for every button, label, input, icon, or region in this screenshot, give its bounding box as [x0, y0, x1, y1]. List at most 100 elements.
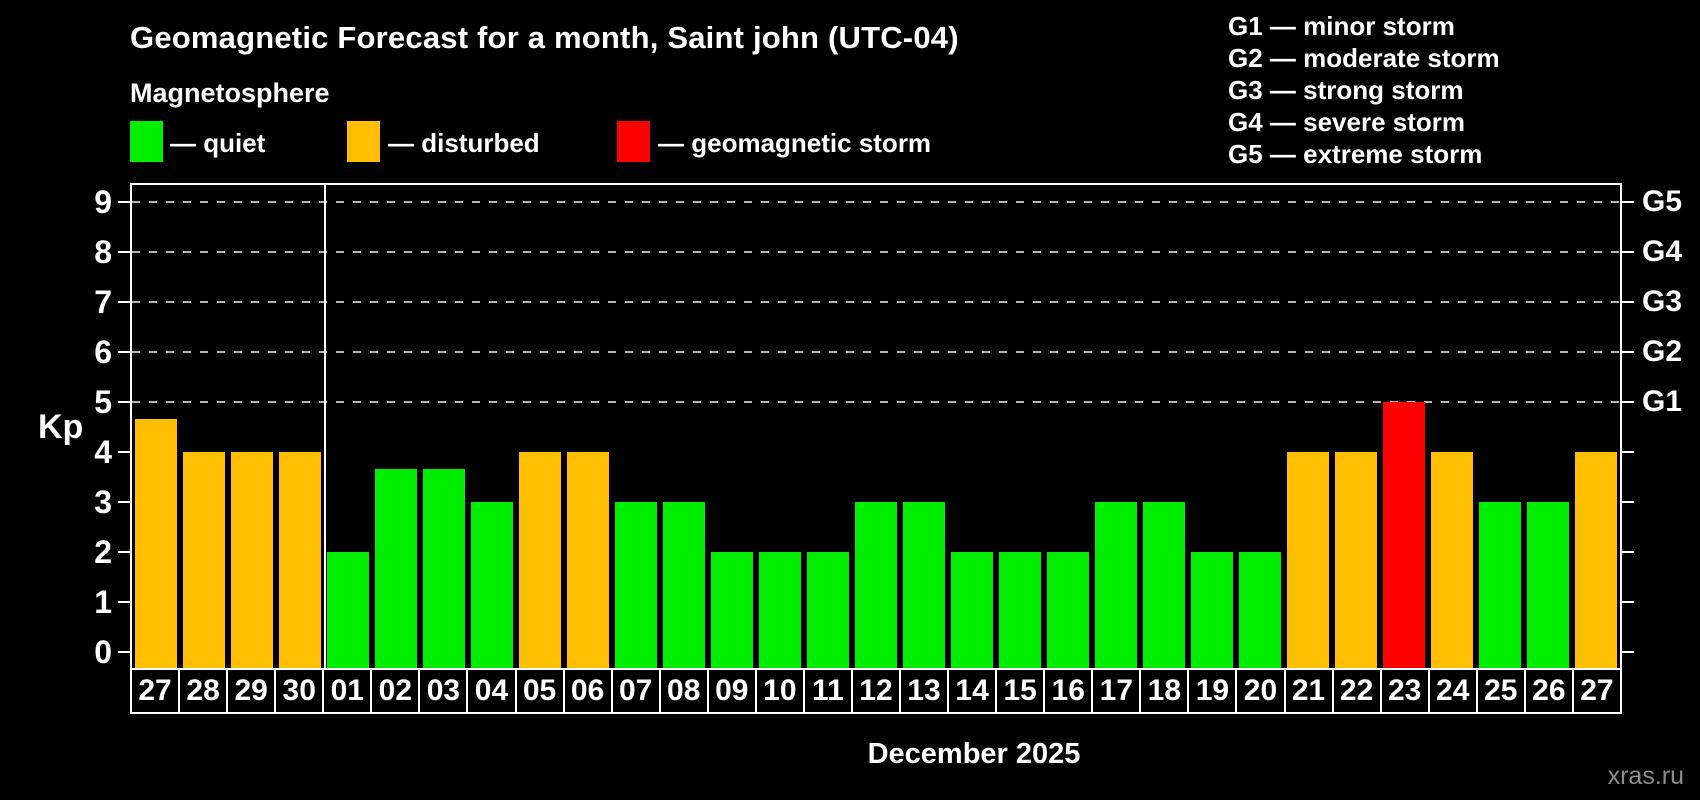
- x-axis-day-row: 27 28 29 30 01 02 03 04 05 06 07 08 09 10 11 12 13 14 15 16…: [130, 668, 1622, 714]
- left-tick-kp9: [118, 201, 130, 203]
- day-label-15: 15: [995, 668, 1046, 714]
- bar-day-04: [471, 502, 513, 668]
- day-label-19: 19: [1187, 668, 1238, 714]
- gridline-kp6: [132, 351, 1620, 353]
- y-tick-label-7: 7: [94, 284, 112, 320]
- quiet-swatch-icon: [130, 121, 163, 162]
- bar-day-17: [1095, 502, 1137, 668]
- bar-day-28-prev: [183, 452, 225, 668]
- bar-day-16: [1047, 552, 1089, 668]
- bar-day-05: [519, 452, 561, 668]
- bar-day-06: [567, 452, 609, 668]
- x-axis-month-label: December 2025: [867, 738, 1081, 770]
- plot-area: [132, 183, 1620, 668]
- right-tick-kp2: [1622, 551, 1634, 553]
- day-label-16: 16: [1043, 668, 1094, 714]
- bar-day-30-prev: [279, 452, 321, 668]
- y-tick-label-1: 1: [94, 584, 112, 620]
- bar-day-14: [951, 552, 993, 668]
- day-label-27: 27: [1571, 668, 1622, 714]
- bar-day-08: [663, 502, 705, 668]
- month-separator-line: [324, 183, 326, 668]
- storm-legend-label: — geomagnetic storm: [658, 128, 932, 158]
- y-tick-label-9: 9: [94, 184, 112, 220]
- day-label-26: 26: [1523, 668, 1574, 714]
- bar-day-02: [375, 468, 417, 668]
- right-tick-kp3: [1622, 501, 1634, 503]
- day-label-06: 06: [562, 668, 613, 714]
- day-label-02: 02: [370, 668, 421, 714]
- left-tick-kp4: [118, 451, 130, 453]
- day-label-01: 01: [322, 668, 373, 714]
- left-tick-kp8: [118, 251, 130, 253]
- right-tick-kp9: [1622, 201, 1634, 203]
- bar-day-29-prev: [231, 452, 273, 668]
- day-label-23: 23: [1379, 668, 1430, 714]
- bar-day-01: [327, 552, 369, 668]
- bar-day-19: [1191, 552, 1233, 668]
- bar-day-24: [1431, 452, 1473, 668]
- day-label-05: 05: [514, 668, 565, 714]
- chart-title: Geomagnetic Forecast for a month, Saint …: [130, 20, 959, 55]
- day-label-09: 09: [706, 668, 757, 714]
- bar-day-03: [423, 468, 465, 668]
- magnetosphere-label: Magnetosphere: [130, 78, 330, 108]
- storm-swatch-icon: [617, 121, 650, 162]
- bar-day-22: [1335, 452, 1377, 668]
- bar-day-25: [1479, 502, 1521, 668]
- right-tick-kp1: [1622, 601, 1634, 603]
- right-tick-label-g2: G2: [1642, 335, 1683, 368]
- bar-day-09: [711, 552, 753, 668]
- g5-legend-item: G5 — extreme storm: [1228, 139, 1483, 169]
- left-tick-kp0: [118, 651, 130, 653]
- day-label-08: 08: [658, 668, 709, 714]
- right-tick-kp4: [1622, 451, 1634, 453]
- bar-day-12: [855, 502, 897, 668]
- right-tick-kp6: [1622, 351, 1634, 353]
- day-label-10: 10: [754, 668, 805, 714]
- day-label-20: 20: [1235, 668, 1286, 714]
- y-axis-title: Kp: [38, 408, 84, 446]
- day-label-17: 17: [1091, 668, 1142, 714]
- y-tick-label-3: 3: [94, 484, 112, 520]
- day-label-29-prev: 29: [226, 668, 277, 714]
- watermark: xras.ru: [1607, 762, 1684, 790]
- day-label-22: 22: [1331, 668, 1382, 714]
- left-axis-line: [130, 183, 132, 670]
- bar-day-27-prev: [135, 418, 177, 668]
- right-tick-label-g4: G4: [1642, 235, 1683, 268]
- top-axis-line: [130, 183, 1622, 185]
- bar-day-11: [807, 552, 849, 668]
- right-axis-line: [1620, 183, 1622, 670]
- bar-day-07: [615, 502, 657, 668]
- day-label-12: 12: [850, 668, 901, 714]
- bar-day-20: [1239, 552, 1281, 668]
- disturbed-swatch-icon: [347, 121, 380, 162]
- y-tick-label-2: 2: [94, 534, 112, 570]
- day-label-11: 11: [802, 668, 853, 714]
- bar-day-26: [1527, 502, 1569, 668]
- gridline-kp7: [132, 301, 1620, 303]
- day-label-03: 03: [418, 668, 469, 714]
- gridline-kp8: [132, 251, 1620, 253]
- g3-legend-item: G3 — strong storm: [1228, 75, 1464, 105]
- day-label-30-prev: 30: [274, 668, 325, 714]
- right-tick-kp8: [1622, 251, 1634, 253]
- bar-day-18: [1143, 502, 1185, 668]
- day-label-24: 24: [1427, 668, 1478, 714]
- bar-day-10: [759, 552, 801, 668]
- right-tick-kp5: [1622, 401, 1634, 403]
- day-label-14: 14: [947, 668, 998, 714]
- bar-day-13: [903, 502, 945, 668]
- left-tick-kp6: [118, 351, 130, 353]
- day-label-27-prev: 27: [130, 668, 181, 714]
- bar-day-23: [1383, 402, 1425, 668]
- gridline-kp9: [132, 201, 1620, 203]
- left-tick-kp2: [118, 551, 130, 553]
- right-tick-kp7: [1622, 301, 1634, 303]
- right-tick-kp0: [1622, 651, 1634, 653]
- right-tick-label-g5: G5: [1642, 185, 1683, 218]
- y-tick-label-6: 6: [94, 334, 112, 370]
- y-tick-label-5: 5: [94, 384, 112, 420]
